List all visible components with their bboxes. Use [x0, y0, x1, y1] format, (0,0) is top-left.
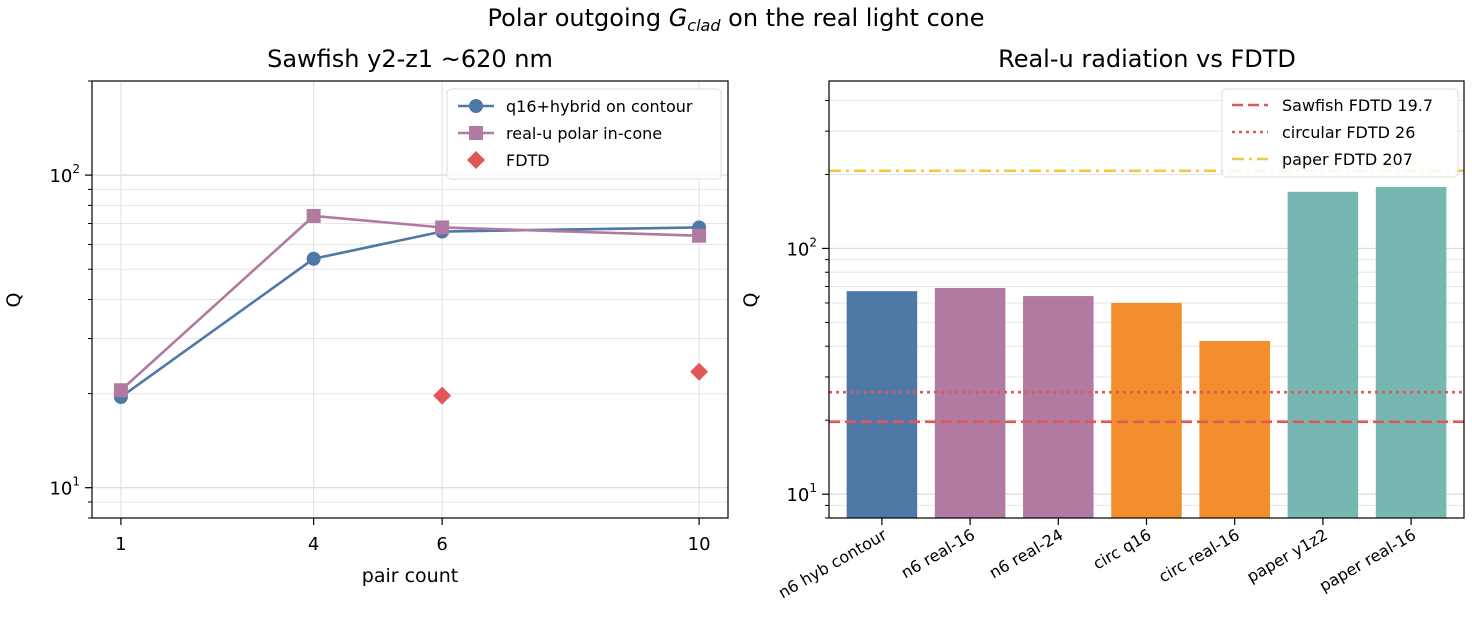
legend-frame [446, 88, 722, 180]
bar [934, 288, 1006, 518]
legend: q16+hybrid on contour real-u polar in-con… [446, 88, 722, 180]
y-tick-label: 101 [786, 481, 817, 506]
x-tick-label: circ q16 [1090, 525, 1155, 573]
x-tick-label: circ real-16 [1155, 525, 1242, 586]
y-tick-label: 102 [49, 162, 80, 187]
x-axis-label: pair count [362, 565, 458, 587]
data-point [690, 362, 709, 381]
y-axis-label: Q [740, 293, 762, 308]
x-tick-label: 4 [308, 534, 319, 555]
bar [1375, 186, 1447, 518]
data-point [692, 228, 707, 243]
chart-title: Real-u radiation vs FDTD [998, 45, 1296, 73]
figure-suptitle: Polar outgoing Gclad on the real light c… [488, 4, 985, 35]
suptitle-suffix: on the real light cone [721, 4, 985, 32]
suptitle-subscript: clad [687, 16, 721, 35]
legend: Sawfish FDTD 19.7 circular FDTD 26 paper F… [1221, 88, 1459, 178]
x-tick-label: 10 [688, 534, 711, 555]
suptitle-prefix: Polar outgoing [488, 4, 669, 32]
bar-chart-panel: Real-u radiation vs FDTD 101 102 n6 hyb co… [740, 45, 1465, 603]
x-tick-label: paper real-16 [1316, 525, 1419, 595]
x-tick-label: n6 hyb contour [775, 525, 890, 603]
bar [1111, 302, 1182, 518]
bar [1287, 191, 1359, 518]
series-layer [113, 208, 709, 405]
data-point [435, 220, 450, 235]
legend-label: Sawfish FDTD 19.7 [1282, 96, 1433, 115]
chart-title: Sawfish y2-z1 ~620 nm [267, 45, 553, 73]
bars-layer [846, 186, 1447, 518]
legend-label: q16+hybrid on contour [506, 97, 693, 116]
x-tick-label: 6 [436, 534, 447, 555]
legend-label: circular FDTD 26 [1282, 123, 1415, 142]
bar [1023, 296, 1094, 518]
suptitle-symbol: G [669, 4, 688, 32]
legend-frame [1221, 88, 1459, 178]
legend-marker [469, 126, 483, 140]
line-chart-panel: Sawfish y2-z1 ~620 nm 101 102 1 4 6 10 pair c… [3, 45, 729, 587]
legend-marker [469, 99, 483, 113]
data-point [306, 251, 321, 266]
x-tick-label: 1 [115, 534, 126, 555]
bar [846, 291, 918, 518]
legend-label: FDTD [506, 151, 550, 170]
series-line [120, 226, 700, 399]
legend-label: paper FDTD 207 [1282, 150, 1413, 169]
y-tick-label: 101 [49, 475, 80, 500]
data-point [306, 208, 321, 223]
data-point [113, 383, 128, 398]
series-line [120, 214, 700, 392]
y-tick-label: 102 [786, 235, 817, 260]
axis-ticks: 101 102 1 4 6 10 [49, 80, 711, 555]
y-axis-label: Q [3, 293, 25, 308]
data-point [433, 386, 452, 405]
legend-label: real-u polar in-cone [506, 124, 662, 143]
bar [1199, 341, 1270, 518]
legend-marker [467, 151, 485, 169]
x-tick-label: n6 real-16 [898, 525, 978, 582]
x-tick-label: n6 real-24 [986, 525, 1066, 582]
